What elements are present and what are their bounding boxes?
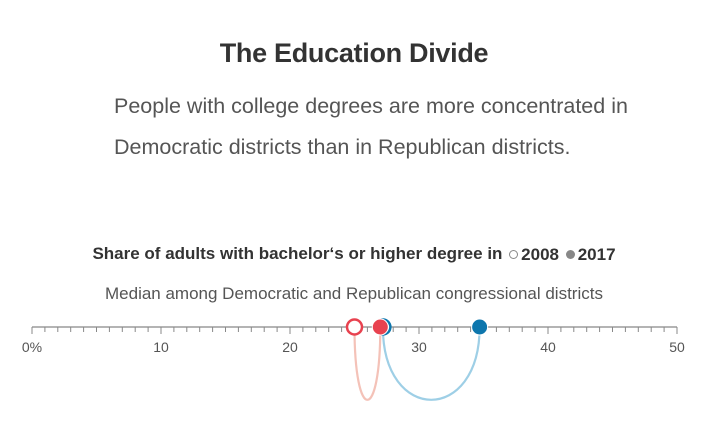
dot-2017 [471,318,489,336]
x-tick-label: 40 [540,339,556,355]
x-tick-label: 10 [153,339,169,355]
legend-open-circle-icon [509,250,519,259]
dot-2008 [345,318,364,336]
dot-2017 [371,318,389,336]
change-arc [353,326,382,401]
x-tick-label: 20 [282,339,298,355]
x-tick-label: 50 [669,339,685,355]
x-tick-label: 0% [22,339,42,355]
chart-title: The Education Divide [219,38,489,68]
legend-label-2008: 2008 [521,244,559,264]
legend-item-2008: 2008 [509,245,559,265]
chart-note: Median among Democratic and Republican c… [105,284,603,303]
chart-subtitle: People with college degrees are more con… [114,94,628,159]
dot-arc-chart: 0% 10 20 30 40 50 [22,318,685,401]
legend-filled-circle-icon [565,250,575,259]
legend-label-2017: 2017 [577,244,616,264]
chart-header: Share of adults with bachelor‘s or highe… [0,244,708,265]
change-arc [381,326,481,401]
x-tick-label: 30 [411,339,427,355]
legend-item-2017: 2017 [565,244,616,265]
chart-header-text: Share of adults with bachelor‘s or highe… [92,244,503,263]
